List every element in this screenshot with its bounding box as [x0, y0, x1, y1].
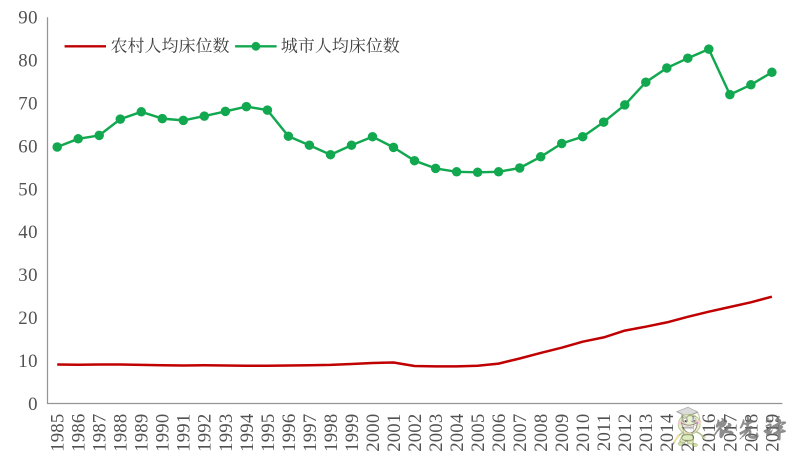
svg-text:1995: 1995 [258, 414, 279, 452]
svg-text:1993: 1993 [216, 414, 237, 452]
svg-text:2004: 2004 [447, 413, 468, 452]
svg-text:1998: 1998 [321, 414, 342, 452]
svg-text:2008: 2008 [531, 414, 552, 452]
svg-text:40: 40 [18, 222, 38, 243]
svg-text:1985: 1985 [48, 414, 69, 452]
svg-text:90: 90 [18, 8, 38, 29]
svg-text:1992: 1992 [195, 414, 216, 452]
svg-text:1991: 1991 [174, 414, 195, 452]
svg-text:2014: 2014 [657, 413, 678, 452]
svg-text:2012: 2012 [615, 414, 636, 452]
svg-text:2001: 2001 [384, 414, 405, 452]
svg-text:0: 0 [28, 394, 38, 415]
svg-text:1990: 1990 [153, 414, 174, 452]
svg-text:2009: 2009 [552, 414, 573, 452]
svg-text:20: 20 [18, 308, 38, 329]
svg-text:30: 30 [18, 265, 38, 286]
svg-text:2000: 2000 [363, 414, 384, 452]
svg-text:2016: 2016 [699, 414, 720, 452]
svg-text:2011: 2011 [594, 414, 615, 451]
svg-text:1988: 1988 [111, 414, 132, 452]
svg-text:2007: 2007 [510, 414, 531, 452]
svg-text:1989: 1989 [132, 414, 153, 452]
svg-text:50: 50 [18, 179, 38, 200]
svg-text:10: 10 [18, 351, 38, 372]
svg-text:70: 70 [18, 94, 38, 115]
svg-text:2010: 2010 [573, 414, 594, 452]
svg-text:80: 80 [18, 51, 38, 72]
svg-text:1996: 1996 [279, 414, 300, 452]
svg-text:1986: 1986 [69, 414, 90, 452]
svg-text:1987: 1987 [90, 414, 111, 452]
svg-text:2005: 2005 [468, 414, 489, 452]
svg-text:1997: 1997 [300, 414, 321, 452]
svg-text:2006: 2006 [489, 414, 510, 452]
svg-text:1994: 1994 [237, 413, 258, 452]
svg-text:60: 60 [18, 136, 38, 157]
svg-text:1999: 1999 [342, 414, 363, 452]
svg-text:2013: 2013 [636, 414, 657, 452]
svg-text:2002: 2002 [405, 414, 426, 452]
svg-text:2003: 2003 [426, 414, 447, 452]
